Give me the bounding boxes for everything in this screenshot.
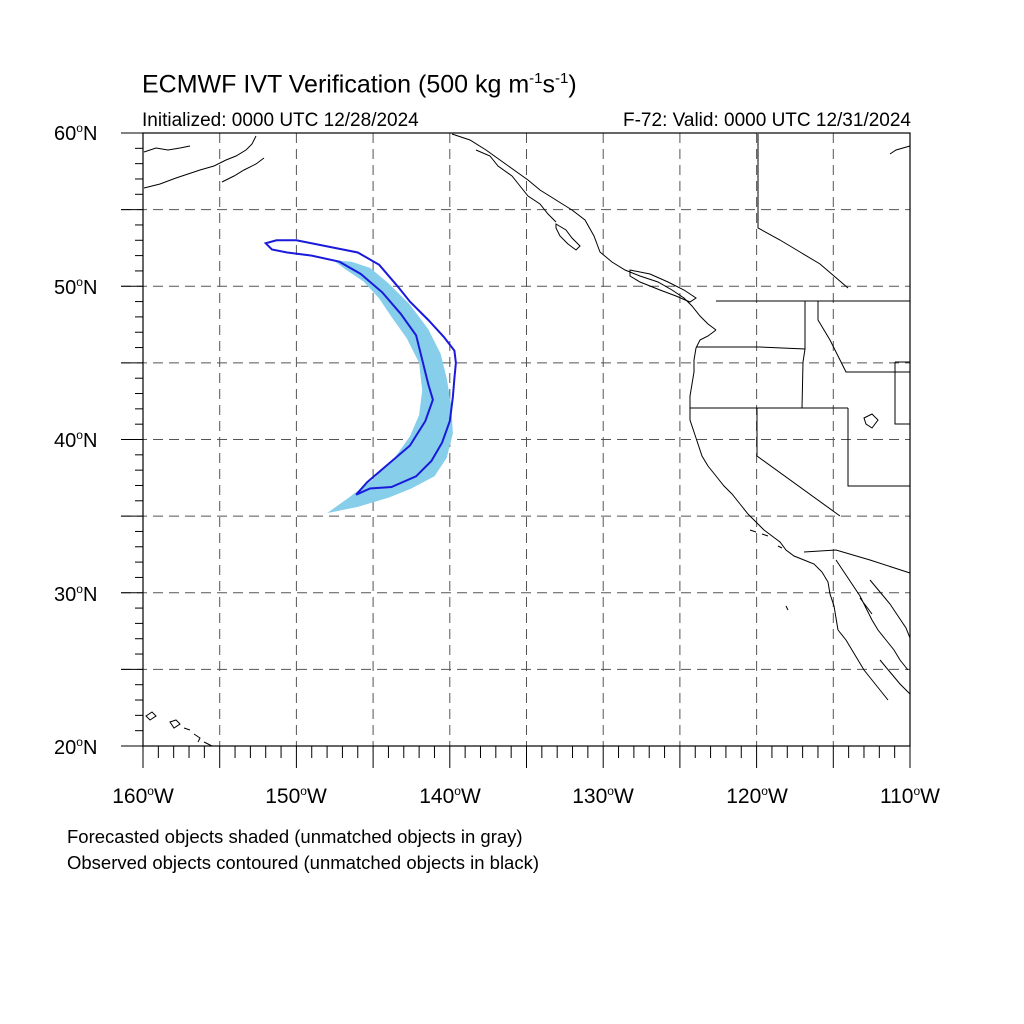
lon-label-130-suffix: W	[613, 785, 634, 808]
lat-label-40n: 40oN	[54, 428, 98, 452]
title-suffix: )	[568, 70, 577, 99]
lat-label-40-suffix: N	[82, 430, 98, 452]
lat-label-60n: 60oN	[54, 121, 98, 145]
hawaii-islands	[145, 711, 213, 747]
lat-label-30n: 30oN	[54, 582, 98, 606]
observed-ivt-object	[263, 239, 457, 496]
lon-label-160-value: 160	[112, 785, 148, 808]
lat-label-50n: 50oN	[54, 275, 98, 299]
lat-label-50-value: 50	[54, 277, 77, 299]
lon-label-110w: 110oW	[880, 784, 940, 808]
lon-label-120w: 120oW	[726, 784, 788, 808]
lat-label-40-value: 40	[54, 430, 77, 452]
lat-label-20n: 20oN	[54, 735, 98, 759]
lat-label-50-suffix: N	[82, 277, 98, 299]
lon-label-110-value: 110	[880, 785, 914, 808]
alaska-bc-coastline	[451, 133, 717, 331]
lon-label-160w: 160oW	[112, 784, 174, 808]
lat-label-30-suffix: N	[82, 584, 98, 606]
lon-label-150w: 150oW	[265, 784, 327, 808]
alaska-peninsula-coastline	[143, 135, 265, 189]
canada-coast-islands	[475, 149, 697, 303]
lat-label-60-suffix: N	[82, 123, 98, 145]
map-title: ECMWF IVT Verification (500 kg m-1s-1)	[142, 70, 577, 99]
state-borders	[690, 301, 910, 517]
map-frame	[142, 132, 911, 747]
forecast-note: Forecasted objects shaded (unmatched obj…	[67, 826, 523, 847]
lon-label-140-suffix: W	[460, 785, 481, 808]
canada-provincial-border	[757, 134, 911, 289]
axis-ticks	[121, 132, 911, 768]
grid-lines	[121, 133, 910, 746]
lon-label-160-suffix: W	[153, 785, 174, 808]
title-mid: s	[542, 70, 556, 99]
title-exponent-2: -1	[555, 70, 569, 87]
title-prefix: ECMWF IVT Verification (500 kg m	[142, 70, 530, 99]
baja-coastline	[835, 559, 909, 701]
forecast-ivt-object	[327, 260, 453, 514]
coastlines-and-borders	[143, 133, 911, 747]
us-west-coastline	[689, 329, 839, 631]
title-exponent-1: -1	[529, 70, 543, 87]
observed-note: Observed objects contoured (unmatched ob…	[67, 852, 540, 873]
lon-label-120-suffix: W	[767, 785, 788, 808]
lon-label-110-suffix: W	[920, 785, 940, 808]
channel-islands	[749, 529, 789, 611]
lon-label-140-value: 140	[419, 785, 455, 808]
initialized-time: Initialized: 0000 UTC 12/28/2024	[142, 110, 419, 131]
lat-label-60-value: 60	[54, 123, 77, 145]
lon-label-130w: 130oW	[572, 784, 634, 808]
lon-label-120-value: 120	[726, 785, 762, 808]
lon-label-130-value: 130	[572, 785, 608, 808]
lat-label-20-suffix: N	[82, 737, 98, 759]
lon-label-150-value: 150	[265, 785, 301, 808]
great-salt-lake	[863, 413, 879, 429]
lat-label-20-value: 20	[54, 737, 77, 759]
lon-label-140w: 140oW	[419, 784, 481, 808]
valid-time: F-72: Valid: 0000 UTC 12/31/2024	[623, 110, 911, 131]
lon-label-150-suffix: W	[306, 785, 327, 808]
us-mexico-border	[803, 549, 911, 574]
lat-label-30-value: 30	[54, 584, 77, 606]
mexico-mainland-coast	[869, 579, 911, 695]
